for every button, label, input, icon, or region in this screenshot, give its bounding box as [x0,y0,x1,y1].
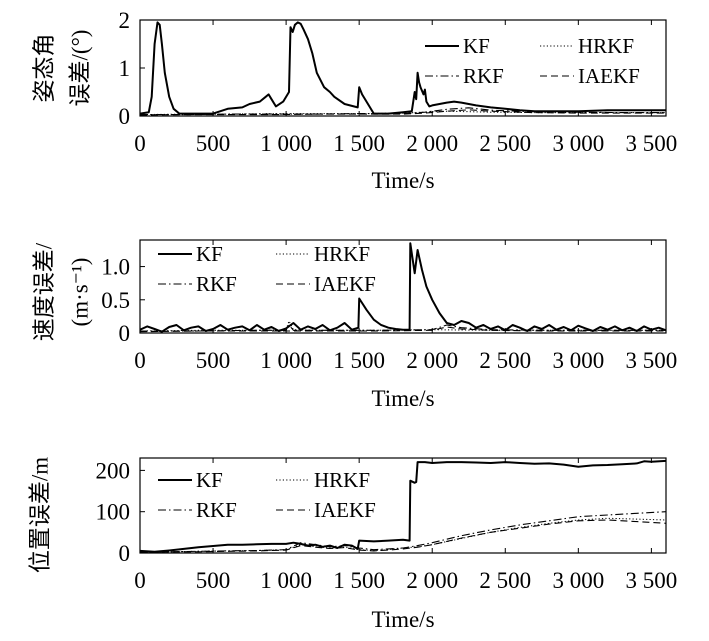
x-tick-label: 2 500 [479,568,531,593]
x-tick-label: 3 500 [626,568,678,593]
x-tick-label: 1 000 [260,131,312,156]
plot-frame [139,457,667,554]
attitude-error-chart: 0 500 1 000 1 500 2 000 2 500 3 000 3 500 0 1 2 Tim… [31,8,677,193]
x-tick-label: 3 000 [552,348,604,373]
x-axis-label: Time/s [371,386,434,411]
legend-label-iaekf: IAEKF [314,272,376,296]
legend-label-hrkf: HRKF [314,242,370,266]
legend-label-kf: KF [463,34,490,58]
y-axis-label: 位置误差/m [27,457,52,573]
x-tick-label: 500 [196,131,231,156]
series-line-iaekf [140,519,666,553]
x-tick-label: 2 500 [479,348,531,373]
x-tick-label: 1 000 [260,348,312,373]
y-tick-label: 100 [96,500,131,525]
x-axis-label: Time/s [371,168,434,193]
series-line-hrkf [140,517,666,553]
y-axis-label: 姿态角 [31,34,56,103]
series-line-kf [140,242,666,333]
legend-label-rkf: RKF [196,498,237,522]
position-error-chart: 0 500 1 000 1 500 2 000 2 500 3 000 3 500 0 100 20… [27,457,677,632]
velocity-error-chart: 0 500 1 000 1 500 2 000 2 500 3 000 3 500 0 0.5 1.… [31,239,678,411]
y-axis-label: 误差/(°) [67,30,92,107]
legend: KF HRKF RKF IAEKF [158,242,376,296]
x-tick-label: 3 500 [626,131,678,156]
y-tick-label: 0 [119,541,131,566]
y-tick-label: 0 [119,104,131,129]
legend-label-iaekf: IAEKF [314,498,376,522]
series-line-kf [140,459,666,553]
x-tick-label: 2 500 [479,131,531,156]
y-tick-label: 200 [96,458,131,483]
x-tick-label: 3 500 [626,348,678,373]
x-tick-label: 500 [196,348,231,373]
legend-label-kf: KF [196,468,223,492]
legend-label-rkf: RKF [463,64,504,88]
x-tick-label: 1 000 [260,568,312,593]
x-tick-label: 0 [134,568,146,593]
x-tick-label: 2 000 [406,568,458,593]
x-tick-label: 0 [134,131,146,156]
series-line-kf [140,21,666,115]
x-tick-label: 1 500 [333,568,385,593]
series-line-iaekf [140,326,666,333]
legend-label-hrkf: HRKF [578,34,634,58]
x-tick-label: 1 500 [333,348,385,373]
legend: KF HRKF RKF IAEKF [158,468,376,522]
y-tick-label: 0.5 [101,288,130,313]
x-axis-label: Time/s [371,607,434,632]
legend: KF HRKF RKF IAEKF [425,34,640,88]
y-tick-label: 1 [119,56,131,81]
y-axis-label: 速度误差/ [31,242,56,341]
legend-label-iaekf: IAEKF [578,64,640,88]
x-tick-label: 3 000 [552,568,604,593]
y-tick-label: 1.0 [101,255,130,280]
legend-label-hrkf: HRKF [314,468,370,492]
x-tick-label: 1 500 [333,131,385,156]
y-tick-label: 0 [119,321,131,346]
series-line-rkf [140,324,666,332]
x-tick-label: 0 [134,348,146,373]
legend-label-rkf: RKF [196,272,237,296]
y-tick-label: 2 [119,8,131,33]
y-axis-label: (m·s⁻¹) [67,258,92,327]
x-tick-label: 2 000 [406,348,458,373]
legend-label-kf: KF [196,242,223,266]
x-tick-label: 3 000 [552,131,604,156]
series-line-iaekf [140,109,666,116]
x-tick-label: 2 000 [406,131,458,156]
plot-frame [139,239,667,334]
x-tick-label: 500 [196,568,231,593]
